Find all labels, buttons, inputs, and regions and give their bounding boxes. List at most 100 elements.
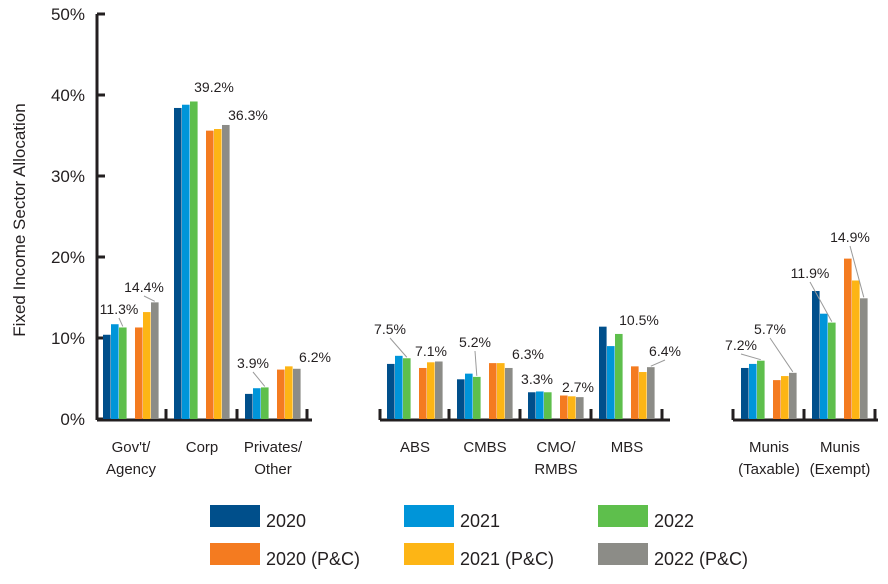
category-label: RMBS [534, 461, 577, 478]
bar [860, 298, 868, 419]
bar [245, 393, 253, 419]
leader-line [809, 281, 833, 322]
bar [174, 107, 182, 420]
category-label: CMO/ [536, 439, 576, 456]
y-axis-label: Fixed Income Sector Allocation [10, 103, 29, 336]
y-tick-label: 30% [51, 167, 85, 186]
data-label: 5.2% [459, 334, 491, 350]
legend-swatch [210, 505, 260, 527]
bar [631, 366, 639, 419]
category-label: Privates/ [244, 439, 303, 456]
category-label: MBS [611, 439, 644, 456]
leader-line [769, 337, 794, 373]
bar [852, 280, 860, 419]
bar [119, 327, 127, 419]
legend-swatch [404, 543, 454, 565]
data-label: 7.2% [725, 337, 757, 353]
bar [473, 376, 481, 419]
bar [749, 363, 757, 419]
y-tick-label: 10% [51, 329, 85, 348]
leader-line [252, 371, 266, 387]
bar [427, 362, 435, 419]
data-label: 6.3% [512, 346, 544, 362]
bar [214, 129, 222, 419]
bar [293, 368, 301, 419]
legend-label: 2021 [460, 511, 500, 531]
bar [435, 361, 443, 419]
data-label: 6.2% [299, 349, 331, 365]
data-label: 11.9% [791, 265, 830, 281]
data-label: 14.9% [830, 229, 870, 245]
bar [757, 360, 765, 419]
bar [419, 367, 427, 419]
legend-swatch [598, 505, 648, 527]
bar [544, 392, 552, 419]
bar [277, 369, 285, 419]
bar [568, 396, 576, 419]
leader-line [740, 353, 761, 361]
y-tick-label: 0% [60, 410, 85, 429]
bar [143, 312, 151, 419]
legend-label: 2021 (P&C) [460, 549, 554, 569]
category-label: ABS [400, 439, 430, 456]
bar [741, 367, 749, 419]
bar [395, 355, 403, 419]
legend-swatch [210, 543, 260, 565]
bar [773, 380, 781, 419]
data-label: 6.4% [649, 343, 681, 359]
data-label: 3.9% [237, 355, 269, 371]
bar [497, 363, 505, 419]
category-label: Munis [820, 439, 860, 456]
bar [206, 130, 214, 419]
data-label: 3.3% [521, 371, 553, 387]
bar [576, 397, 584, 419]
category-label: Gov't/ [112, 439, 152, 456]
category-label: CMBS [463, 439, 506, 456]
bar [560, 395, 568, 419]
leader-line [849, 245, 865, 298]
bar [182, 104, 190, 419]
bar [844, 258, 852, 419]
category-label: (Taxable) [738, 461, 800, 478]
bar [528, 392, 536, 419]
bars [103, 101, 868, 420]
bar [285, 366, 293, 419]
bar [489, 363, 497, 419]
bar [135, 327, 143, 419]
bar [222, 124, 230, 419]
bar [536, 391, 544, 419]
category-label: Agency [106, 461, 157, 478]
data-labels: 11.3% 14.4% 39.2% 36.3% 3.9% 6.2% 7.5% 7.1% 5.2%… [100, 79, 870, 395]
bar [111, 324, 119, 419]
bar [190, 101, 198, 419]
y-tick-label: 40% [51, 86, 85, 105]
bar [465, 373, 473, 419]
bar [387, 363, 395, 419]
y-tick-label: 20% [51, 248, 85, 267]
bar [639, 372, 647, 419]
legend-label: 2020 [266, 511, 306, 531]
leader-line [650, 359, 666, 367]
bar [103, 334, 111, 419]
bar [828, 322, 836, 419]
data-label: 11.3% [100, 301, 139, 317]
category-labels: Gov't/Agency Corp Privates/Other ABS CMBS CMO… [106, 439, 870, 478]
category-label: Munis [749, 439, 789, 456]
leader-line [118, 317, 124, 327]
legend-swatch [404, 505, 454, 527]
bar [812, 291, 820, 419]
bar [253, 388, 261, 419]
bar [457, 379, 465, 419]
legend-label: 2022 [654, 511, 694, 531]
leader-line [389, 337, 408, 358]
legend-swatch [598, 543, 648, 565]
bar [789, 372, 797, 419]
data-label: 2.7% [562, 379, 594, 395]
leader-line [474, 350, 478, 376]
category-label: Corp [186, 439, 219, 456]
data-label: 36.3% [228, 107, 268, 123]
category-label: (Exempt) [810, 461, 871, 478]
bar [261, 387, 269, 419]
bar [403, 358, 411, 419]
